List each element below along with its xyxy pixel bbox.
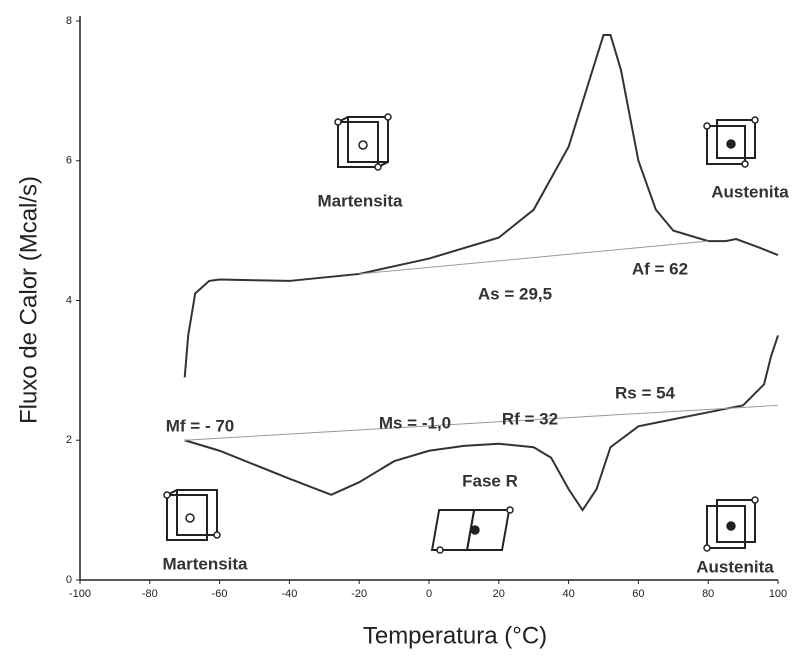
annotation: Mf = - 70 — [166, 416, 235, 435]
annotation: Ms = -1,0 — [379, 413, 451, 432]
y-tick-label: 6 — [66, 155, 72, 167]
crystal-icon — [703, 116, 759, 168]
crystal-icon — [334, 113, 392, 171]
y-tick-label: 8 — [66, 15, 72, 27]
x-tick-label: -40 — [281, 588, 297, 600]
x-tick-label: 40 — [562, 588, 574, 600]
annotation: Austenita — [696, 557, 774, 576]
x-tick-label: 60 — [632, 588, 644, 600]
annotation: Austenita — [711, 182, 789, 201]
x-tick-label: 80 — [702, 588, 714, 600]
crystal-icon — [163, 489, 221, 541]
y-tick-label: 4 — [66, 294, 72, 306]
x-tick-label: 100 — [769, 588, 787, 600]
x-tick-label: -20 — [351, 588, 367, 600]
crystal-icon — [703, 496, 759, 552]
x-tick-label: -80 — [142, 588, 158, 600]
x-tick-label: -100 — [69, 588, 91, 600]
annotation: As = 29,5 — [478, 284, 552, 303]
x-tick-label: -60 — [212, 588, 228, 600]
y-tick-label: 0 — [66, 574, 72, 586]
series-line — [184, 404, 779, 441]
series-line — [183, 33, 779, 378]
annotation: Martensita — [317, 191, 403, 210]
crystal-icon — [430, 506, 514, 554]
series-line — [359, 240, 709, 275]
annotation: Rs = 54 — [615, 383, 676, 402]
annotation: Af = 62 — [632, 259, 688, 278]
y-axis-label: Fluxo de Calor (Mcal/s) — [15, 176, 42, 424]
x-tick-label: 0 — [426, 588, 432, 600]
y-tick-label: 2 — [66, 434, 72, 446]
annotation: Fase R — [462, 471, 518, 490]
x-axis-label: Temperatura (°C) — [363, 622, 547, 649]
annotation: Rf = 32 — [502, 409, 558, 428]
annotation: Martensita — [162, 554, 248, 573]
x-tick-label: 20 — [493, 588, 505, 600]
